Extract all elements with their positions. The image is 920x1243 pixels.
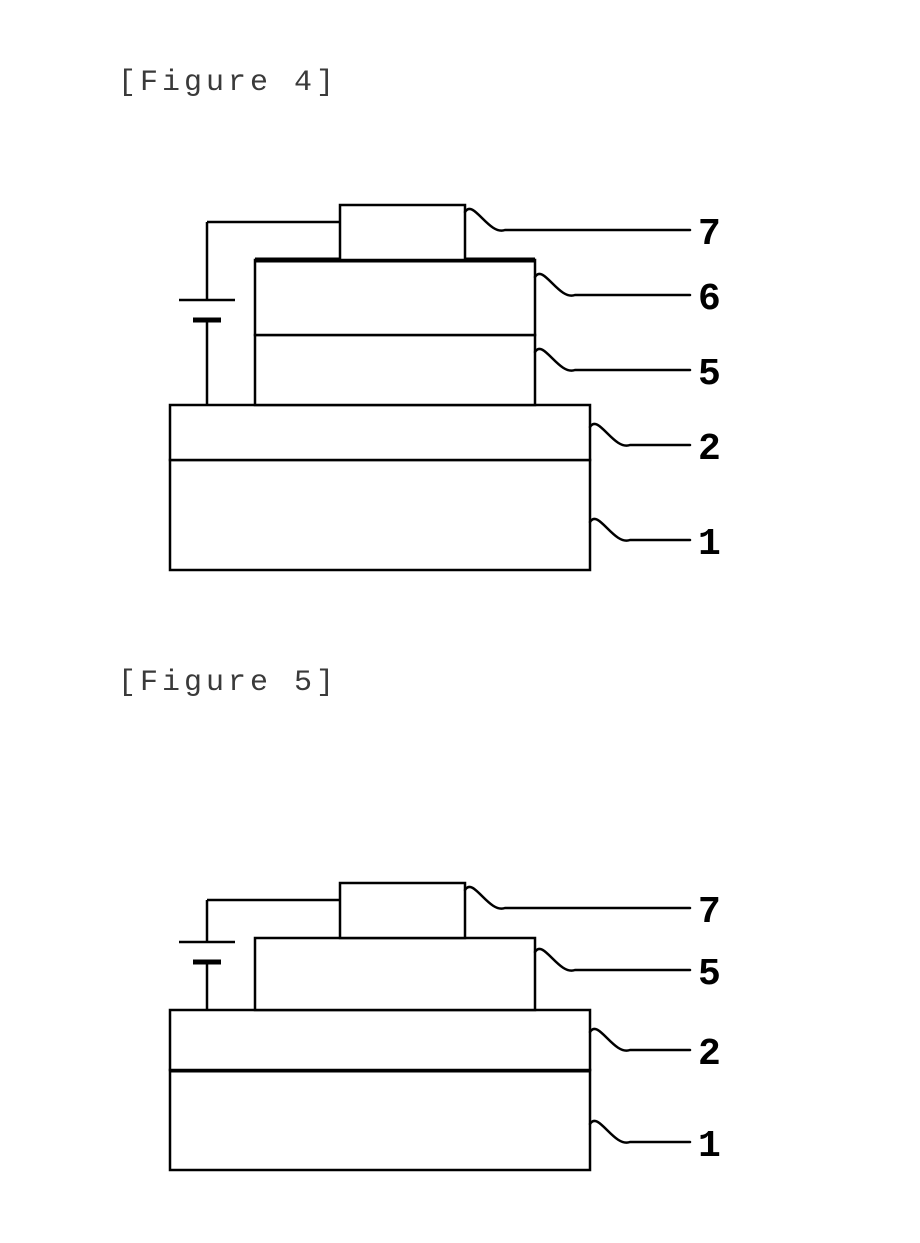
fig5-lead-5 [535,949,690,971]
fig5-label-1: 1 [698,1125,721,1168]
fig4-label-5: 5 [698,353,721,396]
fig5-layer-5 [255,938,535,1010]
fig4-layer-2 [170,405,590,460]
fig5-label-7: 7 [698,891,721,934]
figure-canvas: [Figure 4] [Figure 5] 1 2 5 6 7 1 2 5 7 [0,0,920,1243]
fig5-layer-2 [170,1010,590,1070]
fig4-layer-1 [170,460,590,570]
fig4-lead-5 [535,349,690,371]
fig4-layer-5 [255,335,535,405]
fig4-lead-1 [590,519,690,541]
fig5-lead-7 [465,887,690,909]
fig4-lead-2 [590,424,690,446]
fig5-caption: [Figure 5] [118,666,338,700]
fig5-lead-1 [590,1121,690,1143]
fig5-lead-2 [590,1029,690,1051]
fig4-layer-6 [255,260,535,335]
fig4-caption: [Figure 4] [118,66,338,100]
fig4-layer-7 [340,205,465,260]
fig5-label-5: 5 [698,953,721,996]
fig4-group: 1 2 5 6 7 [170,205,721,570]
fig5-layer-1 [170,1070,590,1170]
fig4-label-6: 6 [698,278,721,321]
fig4-label-2: 2 [698,428,721,471]
fig4-label-1: 1 [698,523,721,566]
fig4-lead-6 [535,274,690,296]
fig5-group: 1 2 5 7 [170,883,721,1170]
fig5-label-2: 2 [698,1033,721,1076]
fig4-label-7: 7 [698,213,721,256]
fig5-layer-7 [340,883,465,938]
fig4-lead-7 [465,209,690,231]
